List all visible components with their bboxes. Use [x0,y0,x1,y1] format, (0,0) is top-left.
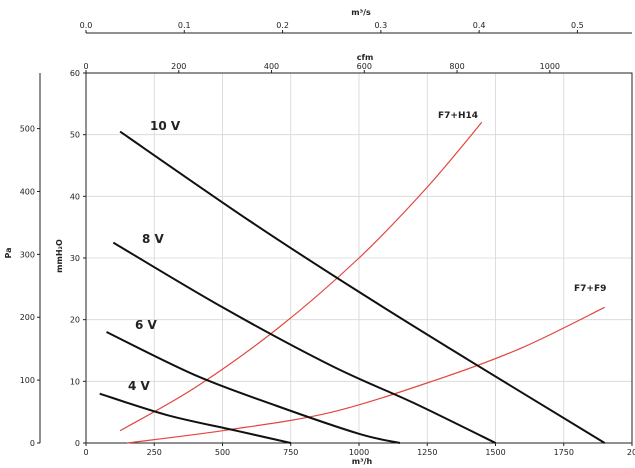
fan-curve-label-4-v: 4 V [128,379,151,393]
pa-tick-label: 0 [30,439,35,448]
m3s-tick-label: 0.1 [178,21,191,30]
pa-tick-label: 200 [20,313,35,322]
pa-tick-label: 400 [20,187,35,196]
y-tick-label: 40 [70,192,80,201]
tick-labels: 0 250 500 750 1000 1250 1500 1750 20010203040506… [4,8,635,466]
m3s-axis-label: m³/s [351,8,371,17]
y-tick-label: 50 [70,131,80,140]
y-tick-label: 20 [70,316,80,325]
system-curve-f7-h14 [119,121,483,432]
pa-tick-label: 300 [20,250,35,259]
system-curve-label-f7-h14: F7+H14 [438,111,478,121]
x-tick-label: 500 [215,448,230,457]
y-tick-label: 0 [75,439,80,448]
cfm-tick-label: 0 [83,62,88,71]
x-tick-label: 250 [147,448,162,457]
fan-curve-6-v [106,331,401,444]
m3s-tick-label: 0.3 [374,21,387,30]
fan-curve-label-6-v: 6 V [135,318,158,332]
system-curve-f7-f9 [126,306,605,444]
y-tick-label: 10 [70,377,80,386]
pa-tick-label: 100 [20,376,35,385]
pa-axis-label: Pa [4,247,13,258]
pa-tick-label: 500 [20,125,35,134]
x-tick-label: 750 [283,448,298,457]
y-axis-label: mmH₂O [55,239,64,273]
cfm-tick-label: 200 [171,62,186,71]
y-tick-label: 60 [70,69,80,78]
system-curve-label-f7-f9: F7+F9 [574,284,606,294]
cfm-tick-label: 1000 [540,62,560,71]
x-tick-label: 1500 [485,448,505,457]
m3s-tick-label: 0.2 [276,21,289,30]
fan-curve-4-v [99,392,292,444]
x-tick-label: 1250 [417,448,437,457]
x-tick-label: 1000 [349,448,369,457]
x-tick-label: 20 [627,448,635,457]
plot-frame [85,72,633,444]
m3s-tick-label: 0.4 [473,21,486,30]
x-axis-label: m³/h [352,457,373,466]
y-tick-label: 30 [70,254,80,263]
m3s-tick-label: 0.5 [571,21,584,30]
fan-curve-label-10-v: 10 V [150,119,181,133]
grid-lines [86,73,632,443]
fan-curve-label-8-v: 8 V [142,232,165,246]
series-lines [99,121,606,444]
cfm-tick-label: 400 [264,62,279,71]
x-tick-label: 1750 [554,448,574,457]
x-tick-label: 0 [83,448,88,457]
m3s-tick-label: 0.0 [80,21,93,30]
cfm-tick-label: 600 [357,62,372,71]
series-labels: 10 V 8 V 6 V 4 V F7+H14 F7+F9 [128,111,606,393]
axes [37,30,633,446]
cfm-axis-label: cfm [357,53,374,62]
fan-curve-8-v [112,241,496,444]
cfm-tick-label: 800 [449,62,464,71]
fan-curve-10-v [119,130,606,444]
